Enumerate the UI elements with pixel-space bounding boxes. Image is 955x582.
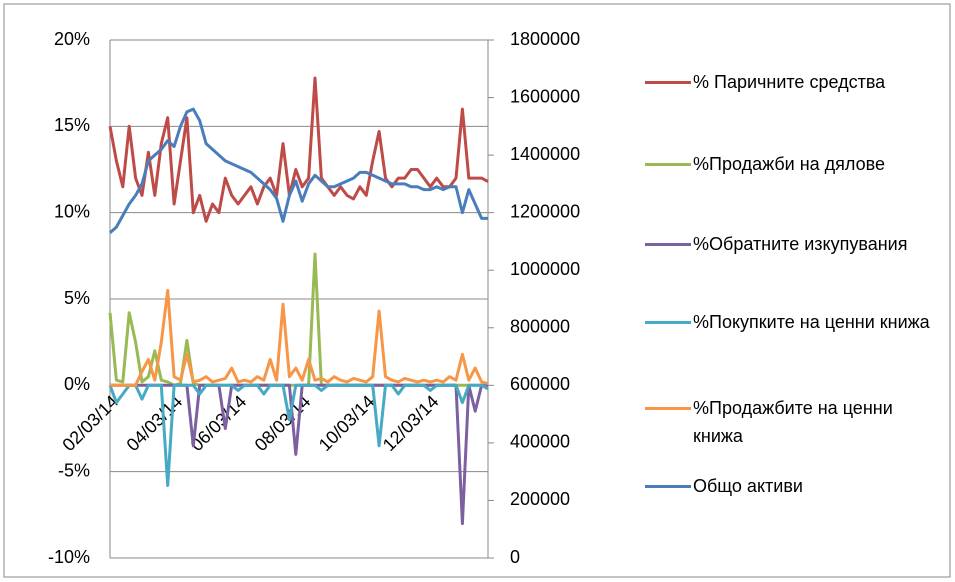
- y-tick-label: 0%: [64, 374, 90, 394]
- legend-item: %Обратните изкупувания: [645, 230, 945, 258]
- series-line: [108, 383, 489, 487]
- legend-swatch: [645, 163, 691, 166]
- legend-swatch: [645, 485, 691, 488]
- y-tick-label: 20%: [54, 29, 90, 49]
- y2-tick-label: 400000: [510, 432, 570, 452]
- legend-label: %Продажбите на ценни книжа: [693, 398, 893, 446]
- y2-tick-label: 1200000: [510, 201, 580, 221]
- y-tick-label: 5%: [64, 288, 90, 308]
- y-tick-label: -10%: [48, 547, 90, 567]
- legend-swatch: [645, 81, 691, 84]
- legend-label: %Обратните изкупувания: [693, 234, 908, 254]
- y-tick-label: 15%: [54, 115, 90, 135]
- series-line: [110, 288, 489, 387]
- y2-tick-label: 1000000: [510, 259, 580, 279]
- legend-swatch: [645, 407, 691, 410]
- y-tick-label: -5%: [58, 460, 90, 480]
- legend-label: %Покупките на ценни книжа: [693, 312, 930, 332]
- series-line: [108, 76, 489, 223]
- y2-tick-label: 600000: [510, 374, 570, 394]
- legend-label: Общо активи: [693, 476, 803, 496]
- legend-label: %Продажби на дялове: [693, 154, 885, 174]
- legend-item: % Паричните средства: [645, 68, 945, 96]
- legend-item: %Продажбите на ценни книжа: [645, 394, 945, 450]
- series-line: [109, 107, 488, 234]
- y2-tick-label: 1800000: [510, 29, 580, 49]
- y2-tick-label: 200000: [510, 489, 570, 509]
- y2-tick-label: 1400000: [510, 144, 580, 164]
- legend-swatch: [645, 321, 691, 324]
- legend-swatch: [645, 243, 691, 246]
- y2-tick-label: 0: [510, 547, 520, 567]
- legend-item: Общо активи: [645, 472, 945, 500]
- chart-border: [3, 3, 951, 578]
- legend-item: %Покупките на ценни книжа: [645, 308, 945, 336]
- y2-tick-label: 1600000: [510, 86, 580, 106]
- legend-item: %Продажби на дялове: [645, 150, 945, 178]
- y-tick-label: 10%: [54, 201, 90, 221]
- legend-label: % Паричните средства: [693, 72, 886, 92]
- y2-tick-label: 800000: [510, 317, 570, 337]
